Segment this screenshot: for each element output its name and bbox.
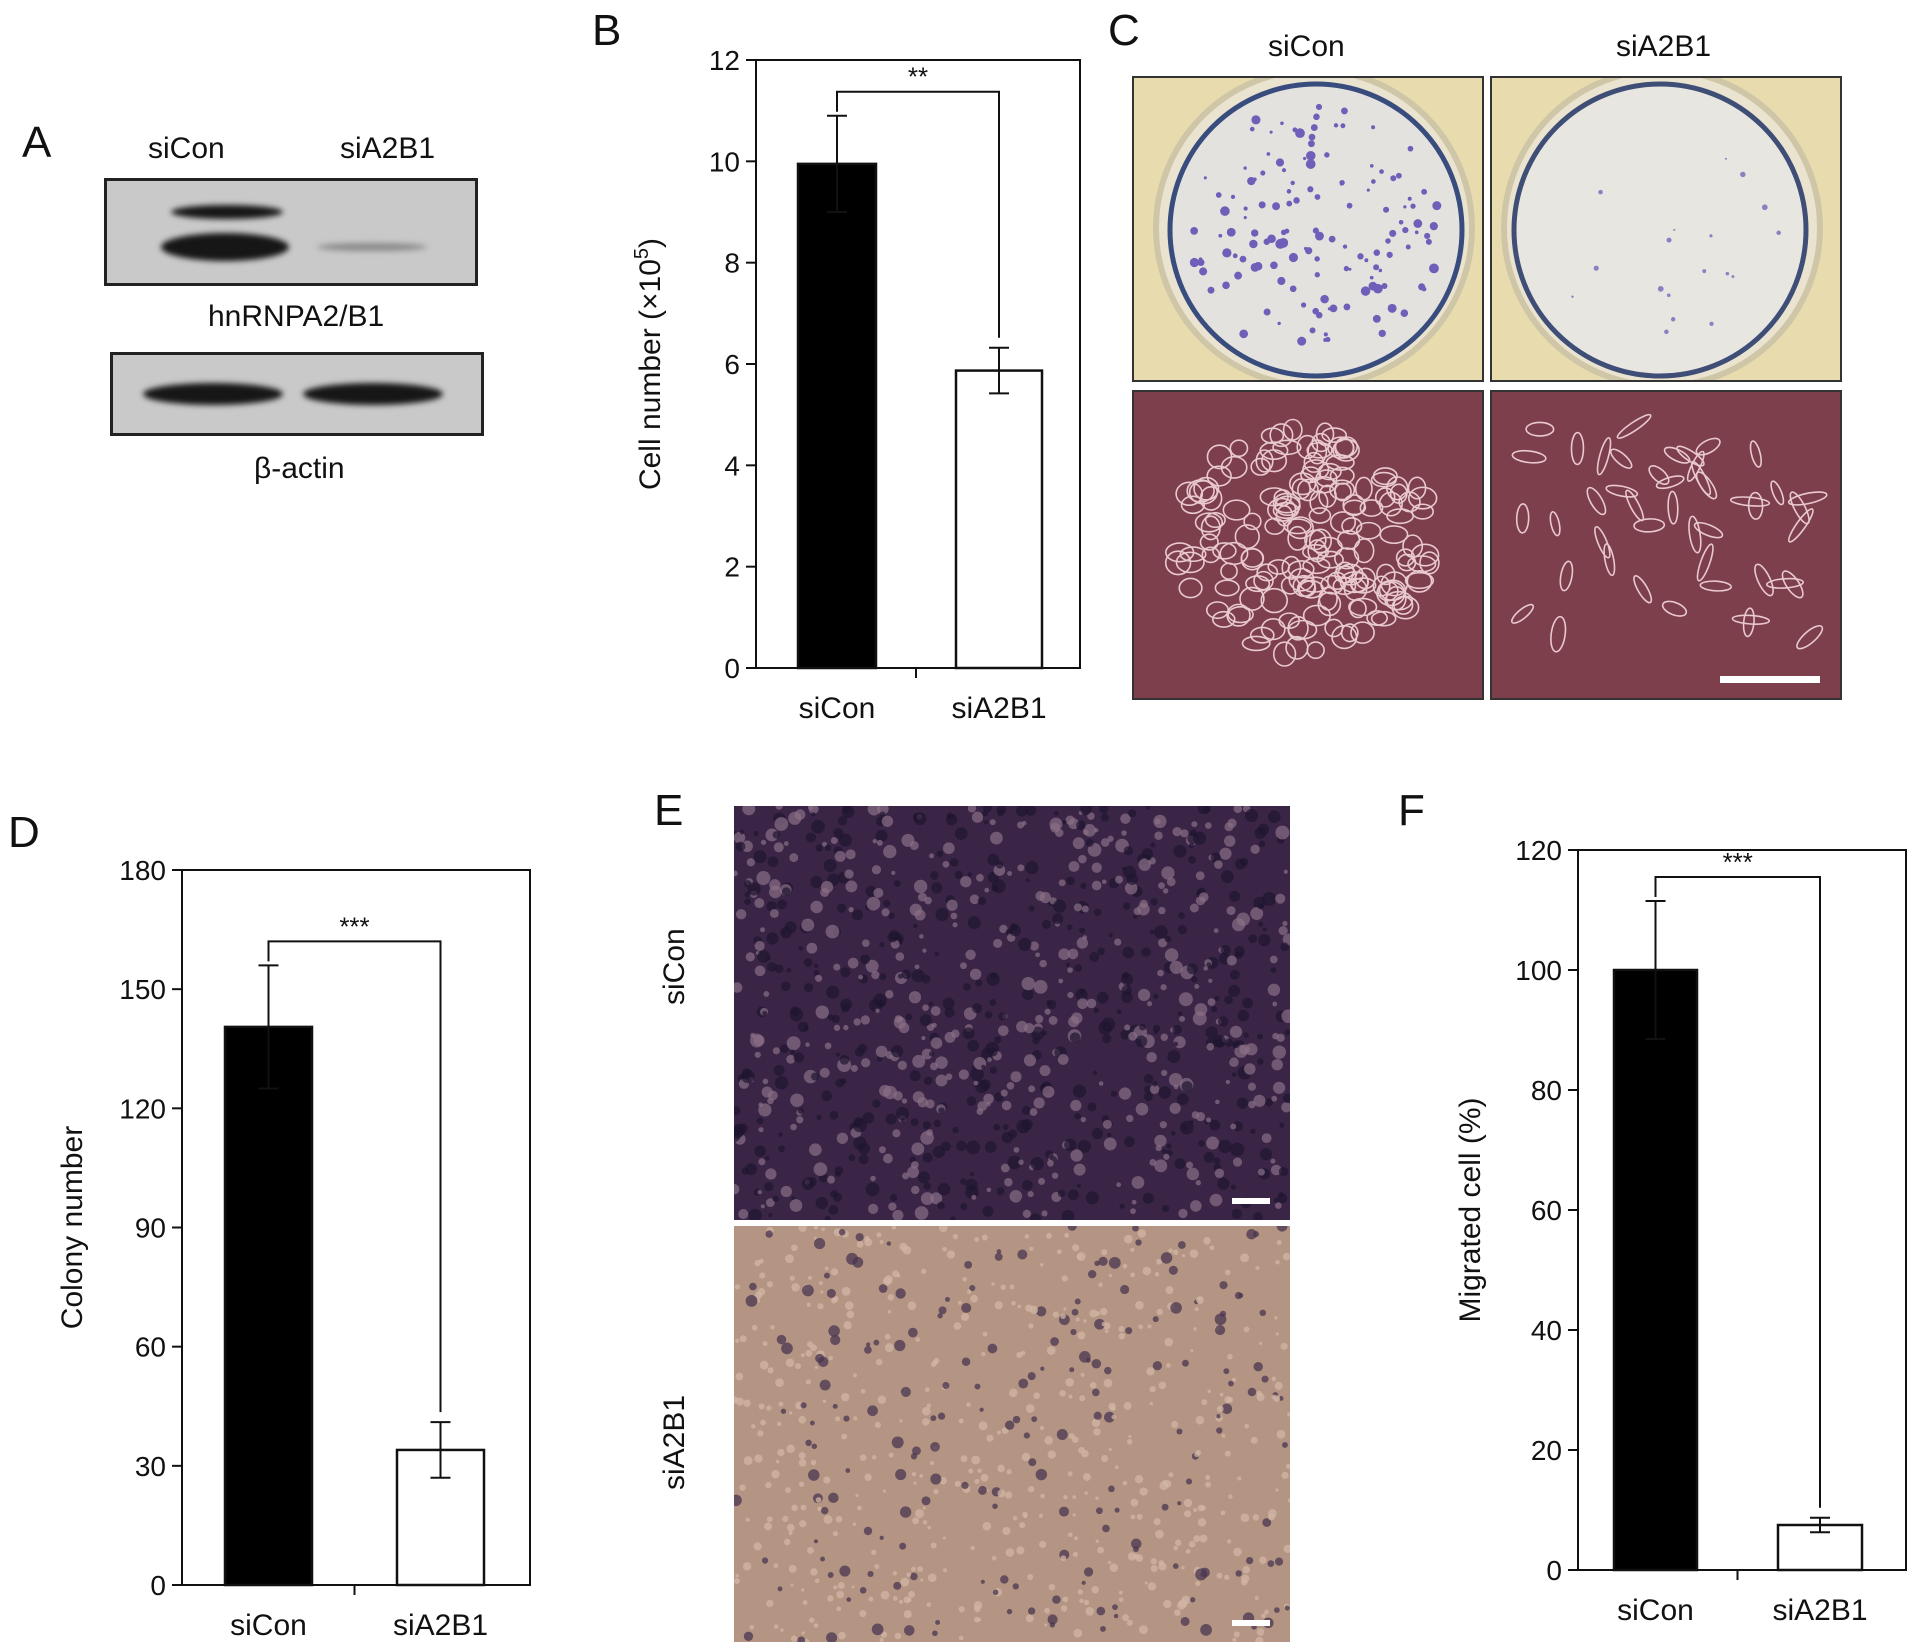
panel-f-letter: F: [1398, 786, 1425, 835]
chart-f-bar-0: [1612, 968, 1699, 1572]
chart-f-ytick-label-4: 80: [1531, 1075, 1562, 1106]
panel-a-blot2-label: β-actin: [254, 452, 345, 485]
transwell-sicon-texture: [734, 806, 1290, 1220]
transwell-sicon-photo: [734, 806, 1290, 1220]
chart-d-ytick-label-3: 90: [135, 1213, 166, 1244]
chart-f-category-label-1: siA2B1: [1772, 1594, 1867, 1627]
actin-band-2: [303, 383, 443, 405]
cell-morphology-sicon-photo: [1132, 390, 1484, 700]
actin-band-1: [143, 383, 283, 405]
cell-morphology-sia2b1-photo: [1490, 390, 1842, 700]
chart-b-ytick-label-1: 2: [724, 552, 740, 583]
chart-b-significance-bracket: [836, 90, 1000, 338]
chart-b-ytick-label-2: 4: [724, 450, 740, 481]
chart-f-ylabel: Migrated cell (%): [1454, 1097, 1487, 1322]
blot-band-faint: [317, 243, 427, 251]
chart-f-significance-bracket: [1654, 876, 1821, 1508]
colony-dish-sicon-photo: [1132, 76, 1484, 382]
transwell-sia2b1-photo: [734, 1226, 1290, 1642]
chart-b-category-label-0: siCon: [799, 692, 876, 725]
chart-d-ytick-label-5: 150: [119, 974, 166, 1005]
chart-d-ytick-label-4: 120: [119, 1093, 166, 1124]
chart-d-ytick-label-2: 60: [135, 1332, 166, 1363]
panel-d-letter: D: [8, 808, 40, 857]
chart-b-ytick-label-0: 0: [724, 653, 740, 684]
cell-cluster-sia2b1: [1510, 413, 1828, 683]
colony-dish-sia2b1: [1501, 78, 1823, 380]
chart-d-ytick-label-1: 30: [135, 1451, 166, 1482]
panel-c-col-label-sia2b1: siA2B1: [1616, 30, 1712, 63]
chart-f-ytick-label-1: 20: [1531, 1435, 1562, 1466]
chart-b-bar-1: [954, 369, 1044, 670]
chart-b-bar-0: [796, 162, 878, 670]
chart-f-ytick-label-0: 0: [1546, 1555, 1562, 1586]
chart-d-ytick-label-0: 0: [150, 1570, 166, 1601]
chart-d-category-label-0: siCon: [230, 1609, 307, 1642]
chart-d-ylabel: Colony number: [56, 1126, 89, 1329]
panel-a-lane-label-sicon: siCon: [148, 132, 225, 165]
chart-f-ytick-label-3: 60: [1531, 1195, 1562, 1226]
chart-d-category-label-1: siA2B1: [393, 1609, 488, 1642]
panel-a-blot1-label: hnRNPA2/B1: [208, 300, 385, 333]
hnrnpa2b1-blot: [104, 178, 478, 286]
colony-dish-sicon: [1153, 78, 1475, 380]
cell-cluster-sicon: [1164, 418, 1440, 667]
blot-band-upper: [171, 205, 283, 219]
chart-f-significance-label: ***: [1723, 847, 1753, 877]
chart-b-ytick-label-3: 6: [724, 349, 740, 380]
chart-b-significance-label: **: [908, 62, 928, 92]
panel-a-letter: A: [22, 118, 52, 167]
panel-b-letter: B: [592, 6, 622, 55]
scale-bar: [1720, 676, 1820, 683]
chart-f-category-label-0: siCon: [1617, 1594, 1694, 1627]
transwell-sia2b1-texture: [734, 1226, 1290, 1642]
scale-bar: [1232, 1620, 1270, 1626]
panel-a-lane-label-sia2b1: siA2B1: [340, 132, 436, 165]
chart-d-significance-bracket: [267, 940, 442, 1413]
scale-bar: [1232, 1198, 1270, 1204]
chart-b-ytick-label-4: 8: [724, 248, 740, 279]
chart-b-ylabel: Cell number (×105): [631, 238, 667, 490]
beta-actin-blot: [110, 352, 484, 436]
panel-e-letter: E: [654, 786, 684, 835]
chart-b-ytick-label-5: 10: [709, 146, 740, 177]
chart-d-significance-label: ***: [339, 911, 369, 941]
chart-f-ytick-label-6: 120: [1515, 835, 1562, 866]
chart-f-ytick-label-5: 100: [1515, 955, 1562, 986]
chart-b-ytick-label-6: 12: [709, 45, 740, 76]
colony-dish-sia2b1-photo: [1490, 76, 1842, 382]
panel-c-col-label-sicon: siCon: [1268, 30, 1345, 63]
blot-band-lower: [161, 233, 289, 261]
panel-c-letter: C: [1108, 6, 1140, 55]
chart-d-ytick-label-6: 180: [119, 855, 166, 886]
chart-f-ytick-label-2: 40: [1531, 1315, 1562, 1346]
chart-b-category-label-1: siA2B1: [951, 692, 1046, 725]
chart-d-bar-0: [223, 1025, 314, 1587]
